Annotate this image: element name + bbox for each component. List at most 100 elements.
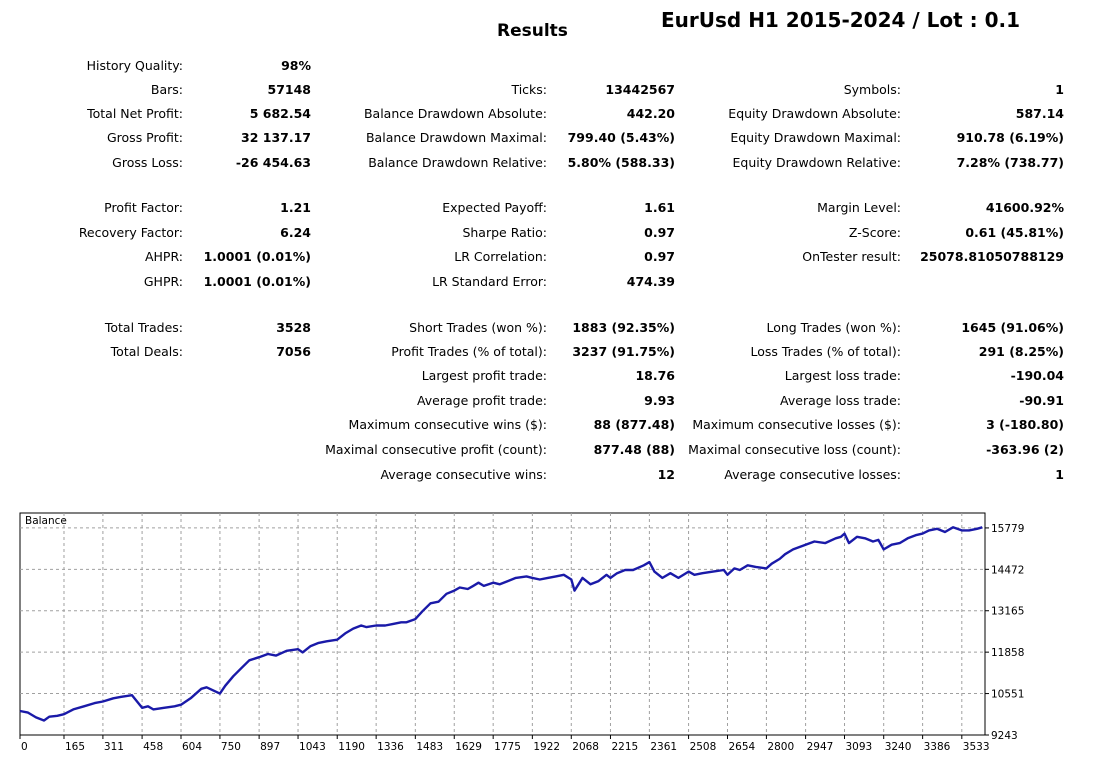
balance-chart-svg: 9243 10551 11858 13165 14472 15779 0 165 311 458 6… — [19, 512, 1024, 753]
col3-label: Z-Score: — [848, 225, 901, 240]
col2-value: 3237 (91.75%) — [572, 344, 675, 359]
col2-value: 5.80% (588.33) — [567, 155, 675, 170]
chart-title: Balance — [25, 515, 67, 527]
col1-value: 1.0001 (0.01%) — [203, 249, 311, 264]
col3-label: Long Trades (won %): — [766, 320, 901, 335]
col3-value: 1645 (91.06%) — [961, 320, 1064, 335]
col2-value: 799.40 (5.43%) — [567, 130, 675, 145]
col2-value: 877.48 (88) — [593, 442, 675, 457]
col2-value: 1883 (92.35%) — [572, 320, 675, 335]
col2-label: Maximal consecutive profit (count): — [325, 442, 547, 457]
col3-label: Equity Drawdown Maximal: — [730, 130, 901, 145]
y-tick-label: 14472 — [991, 564, 1024, 576]
col1-value: 3528 — [276, 320, 311, 335]
col1-label: History Quality: — [86, 58, 183, 73]
results-title: Results — [497, 21, 568, 41]
col3-label: Maximum consecutive losses ($): — [692, 417, 901, 432]
x-tick-label: 2800 — [767, 741, 794, 753]
col2-value: 0.97 — [644, 225, 675, 240]
col2-value: 13442567 — [605, 82, 675, 97]
col2-label: Balance Drawdown Relative: — [368, 155, 547, 170]
col1-label: Total Net Profit: — [87, 106, 183, 121]
x-tick-label: 2068 — [572, 741, 599, 753]
x-tick-label: 458 — [143, 741, 163, 753]
x-tick-label: 897 — [260, 741, 280, 753]
col1-label: Gross Profit: — [106, 130, 183, 145]
col1-value: 32 137.17 — [241, 130, 311, 145]
x-tick-label: 2215 — [611, 741, 638, 753]
col2-label: Average profit trade: — [416, 393, 547, 408]
balance-line — [19, 526, 983, 722]
col2-label: Maximum consecutive wins ($): — [348, 417, 547, 432]
col3-value: 7.28% (738.77) — [956, 155, 1064, 170]
col2-value: 88 (877.48) — [593, 417, 675, 432]
col1-label: Gross Loss: — [112, 155, 183, 170]
x-tick-label: 3093 — [846, 741, 873, 753]
x-tick-label: 1629 — [455, 741, 482, 753]
x-tick-label: 2508 — [690, 741, 717, 753]
col2-label: Expected Payoff: — [442, 200, 547, 215]
col1-label: Total Deals: — [110, 344, 183, 359]
col3-value: 25078.81050788129 — [920, 249, 1064, 264]
col1-value: 6.24 — [280, 225, 311, 240]
y-tick-label: 11858 — [991, 647, 1024, 659]
col2-label: Short Trades (won %): — [409, 320, 547, 335]
y-tick-label: 13165 — [991, 606, 1024, 618]
col1-label: Bars: — [150, 82, 183, 97]
col3-value: 587.14 — [1015, 106, 1064, 121]
col1-label: Total Trades: — [104, 320, 183, 335]
col2-label: LR Correlation: — [454, 249, 547, 264]
col2-label: Sharpe Ratio: — [462, 225, 547, 240]
col3-label: OnTester result: — [802, 249, 901, 264]
x-tick-label: 1043 — [299, 741, 326, 753]
x-tick-label: 2654 — [728, 741, 755, 753]
col3-value: 910.78 (6.19%) — [956, 130, 1064, 145]
col1-value: 7056 — [276, 344, 311, 359]
col2-value: 0.97 — [644, 249, 675, 264]
x-tick-label: 1922 — [533, 741, 560, 753]
col3-value: 41600.92% — [985, 200, 1064, 215]
x-tick-label: 3533 — [963, 741, 990, 753]
col3-label: Largest loss trade: — [784, 368, 901, 383]
col3-label: Loss Trades (% of total): — [750, 344, 901, 359]
col3-label: Symbols: — [843, 82, 901, 97]
x-tick-label: 1336 — [377, 741, 404, 753]
x-tick-label: 750 — [221, 741, 241, 753]
col1-value: 98% — [281, 58, 311, 73]
x-tick-label: 604 — [182, 741, 202, 753]
col2-label: Average consecutive wins: — [380, 467, 547, 482]
col3-label: Equity Drawdown Absolute: — [728, 106, 901, 121]
col3-value: 3 (-180.80) — [986, 417, 1064, 432]
col1-value: 1.21 — [280, 200, 311, 215]
x-tick-label: 1775 — [494, 741, 521, 753]
col2-label: Profit Trades (% of total): — [391, 344, 547, 359]
col2-value: 1.61 — [644, 200, 675, 215]
col1-label: Recovery Factor: — [78, 225, 183, 240]
col3-label: Average consecutive losses: — [724, 467, 901, 482]
col2-value: 18.76 — [635, 368, 675, 383]
y-tick-label: 9243 — [991, 730, 1018, 742]
col2-value: 442.20 — [626, 106, 675, 121]
x-tick-label: 165 — [65, 741, 85, 753]
col2-label: Ticks: — [511, 82, 547, 97]
col3-value: 291 (8.25%) — [978, 344, 1064, 359]
col3-value: 1 — [1055, 82, 1064, 97]
col2-label: Largest profit trade: — [421, 368, 547, 383]
col2-value: 474.39 — [626, 274, 675, 289]
col3-label: Maximal consecutive loss (count): — [688, 442, 901, 457]
col3-value: -190.04 — [1010, 368, 1064, 383]
x-tick-label: 1190 — [338, 741, 365, 753]
x-tick-label: 0 — [21, 741, 28, 753]
col2-value: 12 — [657, 467, 675, 482]
col1-label: Profit Factor: — [104, 200, 183, 215]
x-tick-label: 2947 — [807, 741, 834, 753]
balance-chart: 9243 10551 11858 13165 14472 15779 0 165 311 458 6… — [0, 505, 1101, 757]
col1-value: -26 454.63 — [235, 155, 311, 170]
col3-label: Margin Level: — [817, 200, 901, 215]
col2-label: Balance Drawdown Maximal: — [365, 130, 547, 145]
x-tick-label: 3386 — [924, 741, 951, 753]
col3-value: 0.61 (45.81%) — [965, 225, 1064, 240]
y-tick-label: 10551 — [991, 689, 1024, 701]
col1-value: 1.0001 (0.01%) — [203, 274, 311, 289]
x-tick-label: 2361 — [650, 741, 677, 753]
